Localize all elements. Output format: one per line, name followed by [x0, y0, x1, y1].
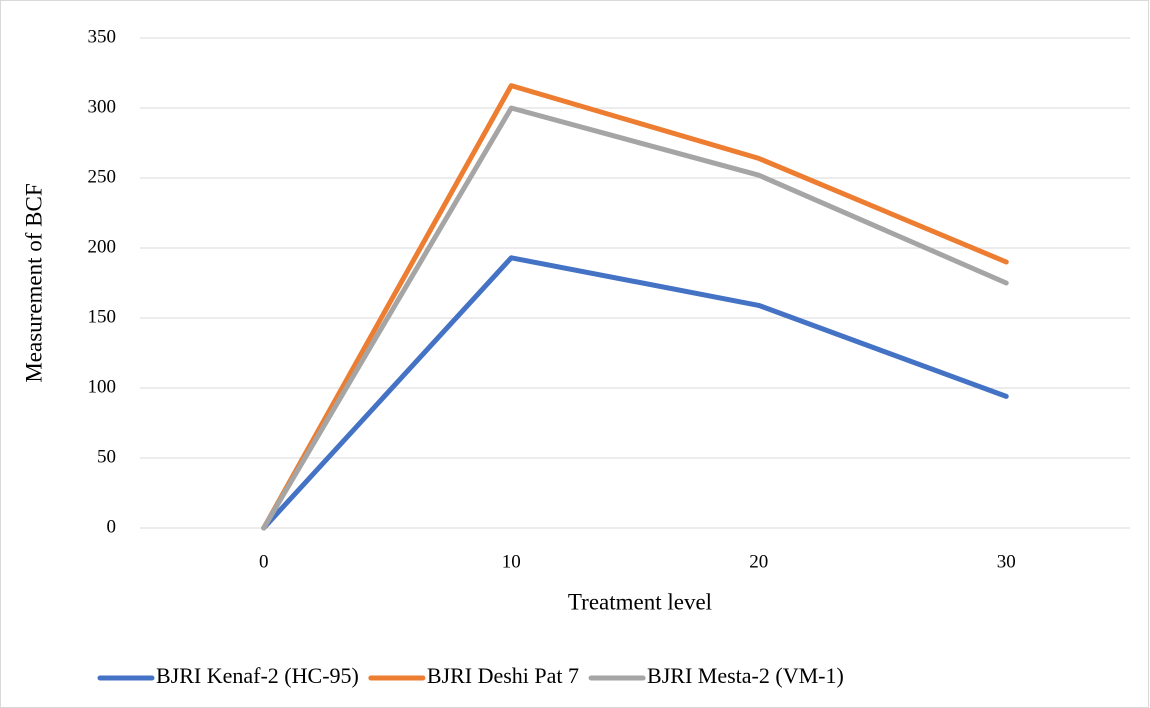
legend-label: BJRI Kenaf-2 (HC-95): [156, 663, 359, 688]
x-tick-label: 30: [997, 551, 1016, 572]
legend-label: BJRI Deshi Pat 7: [427, 663, 579, 688]
y-tick-label: 250: [88, 166, 117, 187]
y-tick-label: 350: [88, 26, 117, 47]
x-tick-label: 10: [502, 551, 521, 572]
series-line: [261, 83, 1009, 531]
y-tick-label: 100: [88, 376, 117, 397]
series-line: [261, 255, 1009, 531]
y-tick-label: 200: [88, 236, 117, 257]
x-tick-label: 20: [749, 551, 768, 572]
y-tick-label: 50: [97, 446, 116, 467]
y-tick-label: 300: [88, 96, 117, 117]
y-tick-label: 150: [88, 306, 117, 327]
series-line: [261, 105, 1009, 531]
y-tick-label: 0: [107, 516, 117, 537]
x-axis-title: Treatment level: [568, 589, 712, 614]
legend-label: BJRI Mesta-2 (VM-1): [647, 663, 844, 688]
x-tick-label: 0: [259, 551, 269, 572]
y-axis-title: Measurement of BCF: [21, 183, 46, 382]
